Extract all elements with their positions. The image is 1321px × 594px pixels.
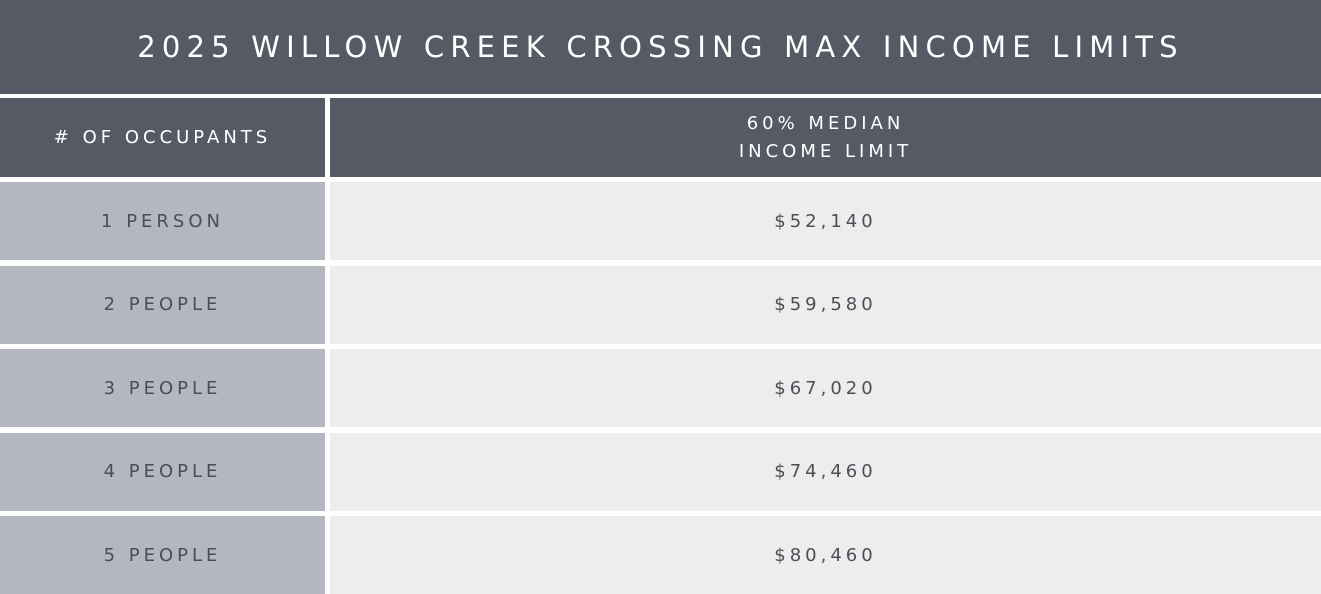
income-limit-cell: $67,020 (330, 349, 1321, 427)
column-header-text: # OF OCCUPANTS (53, 126, 272, 148)
occupants-text: 3 PEOPLE (103, 377, 222, 399)
income-limit-text: $80,460 (774, 544, 877, 566)
income-limit-text: $52,140 (774, 210, 877, 232)
occupants-text: 2 PEOPLE (103, 294, 222, 315)
occupants-cell: 3 PEOPLE (0, 349, 325, 427)
occupants-cell: 4 PEOPLE (0, 432, 325, 511)
table-title: 2025 WILLOW CREEK CROSSING MAX INCOME LI… (0, 0, 1321, 94)
occupants-text: 1 PERSON (101, 210, 224, 232)
income-limit-cell: $80,460 (330, 516, 1321, 594)
column-header: # OF OCCUPANTS (0, 98, 325, 177)
occupants-cell: 2 PEOPLE (0, 265, 325, 344)
column-header: 60% MEDIAN INCOME LIMIT (330, 98, 1321, 177)
occupants-cell: 1 PERSON (0, 182, 325, 260)
income-limit-text: $59,580 (774, 294, 877, 315)
income-limit-cell: $59,580 (330, 265, 1321, 344)
column-header-text: 60% MEDIAN INCOME LIMIT (738, 112, 913, 162)
income-limit-text: $67,020 (774, 377, 877, 399)
occupants-text: 4 PEOPLE (103, 461, 222, 482)
income-limit-cell: $74,460 (330, 432, 1321, 511)
income-limit-text: $74,460 (774, 461, 877, 482)
occupants-cell: 5 PEOPLE (0, 516, 325, 594)
occupants-text: 5 PEOPLE (103, 544, 222, 566)
income-limit-cell: $52,140 (330, 182, 1321, 260)
